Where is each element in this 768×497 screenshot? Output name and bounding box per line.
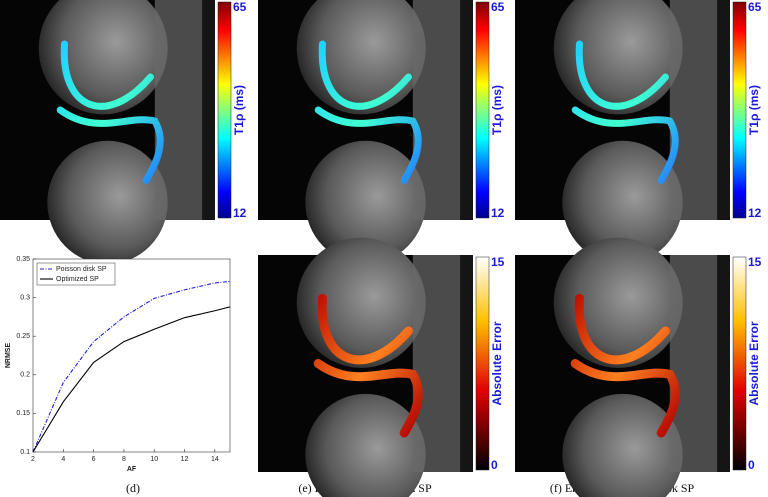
x-axis-label: AF — [127, 466, 137, 473]
y-tick-label: 0.1 — [20, 449, 30, 456]
colorbar-label: T1ρ (ms) — [232, 85, 246, 135]
femur — [553, 237, 683, 368]
colorbar — [475, 256, 490, 471]
cartilage — [571, 40, 679, 184]
tibia — [305, 140, 426, 264]
tibia — [562, 140, 683, 264]
x-tick-label: 10 — [150, 456, 158, 463]
colorbar-min: 0 — [748, 458, 755, 472]
x-tick-label: 12 — [181, 456, 189, 463]
caption: (d) — [126, 481, 140, 495]
y-tick-label: 0.25 — [16, 333, 30, 340]
series-line — [32, 306, 231, 453]
y-axis-label: NRMSE — [5, 343, 12, 369]
skin-edge — [717, 0, 730, 220]
y-tick-label: 0.3 — [20, 294, 30, 301]
colorbar-max: 15 — [748, 255, 762, 269]
colorbar-min: 0 — [491, 458, 498, 472]
skin-edge — [717, 255, 730, 472]
colorbar — [732, 256, 747, 471]
mri-image — [258, 0, 473, 264]
mri-image — [515, 0, 730, 264]
colorbar — [475, 1, 490, 219]
mri-image — [0, 0, 215, 264]
legend-box — [36, 262, 116, 286]
skin-edge — [460, 0, 473, 220]
skin-edge — [202, 0, 215, 220]
legend-label: Optimized SP — [56, 276, 99, 283]
colorbar-label: T1ρ (ms) — [490, 85, 504, 135]
colorbar-max: 65 — [491, 0, 505, 14]
x-tick-label: 6 — [92, 456, 96, 463]
colorbar — [217, 1, 232, 219]
tibia — [47, 140, 168, 264]
colorbar-label: T1ρ (ms) — [747, 85, 761, 135]
x-tick-label: 4 — [61, 456, 65, 463]
colorbar-label: Absolute Error — [747, 321, 761, 405]
legend-label: Poisson disk SP — [56, 266, 107, 273]
cartilage — [56, 40, 164, 184]
skin-edge — [460, 255, 473, 472]
colorbar-label: Absolute Error — [490, 321, 504, 405]
y-tick-label: 0.15 — [16, 410, 30, 417]
mri-image — [515, 237, 730, 497]
femur — [296, 237, 426, 368]
plot-area — [32, 258, 231, 453]
y-tick-label: 0.2 — [20, 372, 30, 379]
colorbar-max: 65 — [233, 0, 247, 14]
x-tick-label: 2 — [31, 456, 35, 463]
colorbar-min: 12 — [748, 206, 762, 220]
colorbar-min: 12 — [491, 206, 505, 220]
colorbar-min: 12 — [233, 206, 247, 220]
x-tick-label: 8 — [122, 456, 126, 463]
colorbar — [732, 1, 747, 219]
colorbar-max: 65 — [748, 0, 762, 14]
tibia — [562, 393, 683, 497]
mri-image — [258, 237, 473, 497]
tibia — [305, 393, 426, 497]
cartilage — [570, 293, 680, 438]
cartilage — [313, 293, 423, 438]
series-line — [32, 280, 231, 453]
x-tick-label: 14 — [211, 456, 219, 463]
colorbar-max: 15 — [491, 255, 505, 269]
y-tick-label: 0.35 — [16, 256, 30, 263]
cartilage — [314, 40, 422, 184]
